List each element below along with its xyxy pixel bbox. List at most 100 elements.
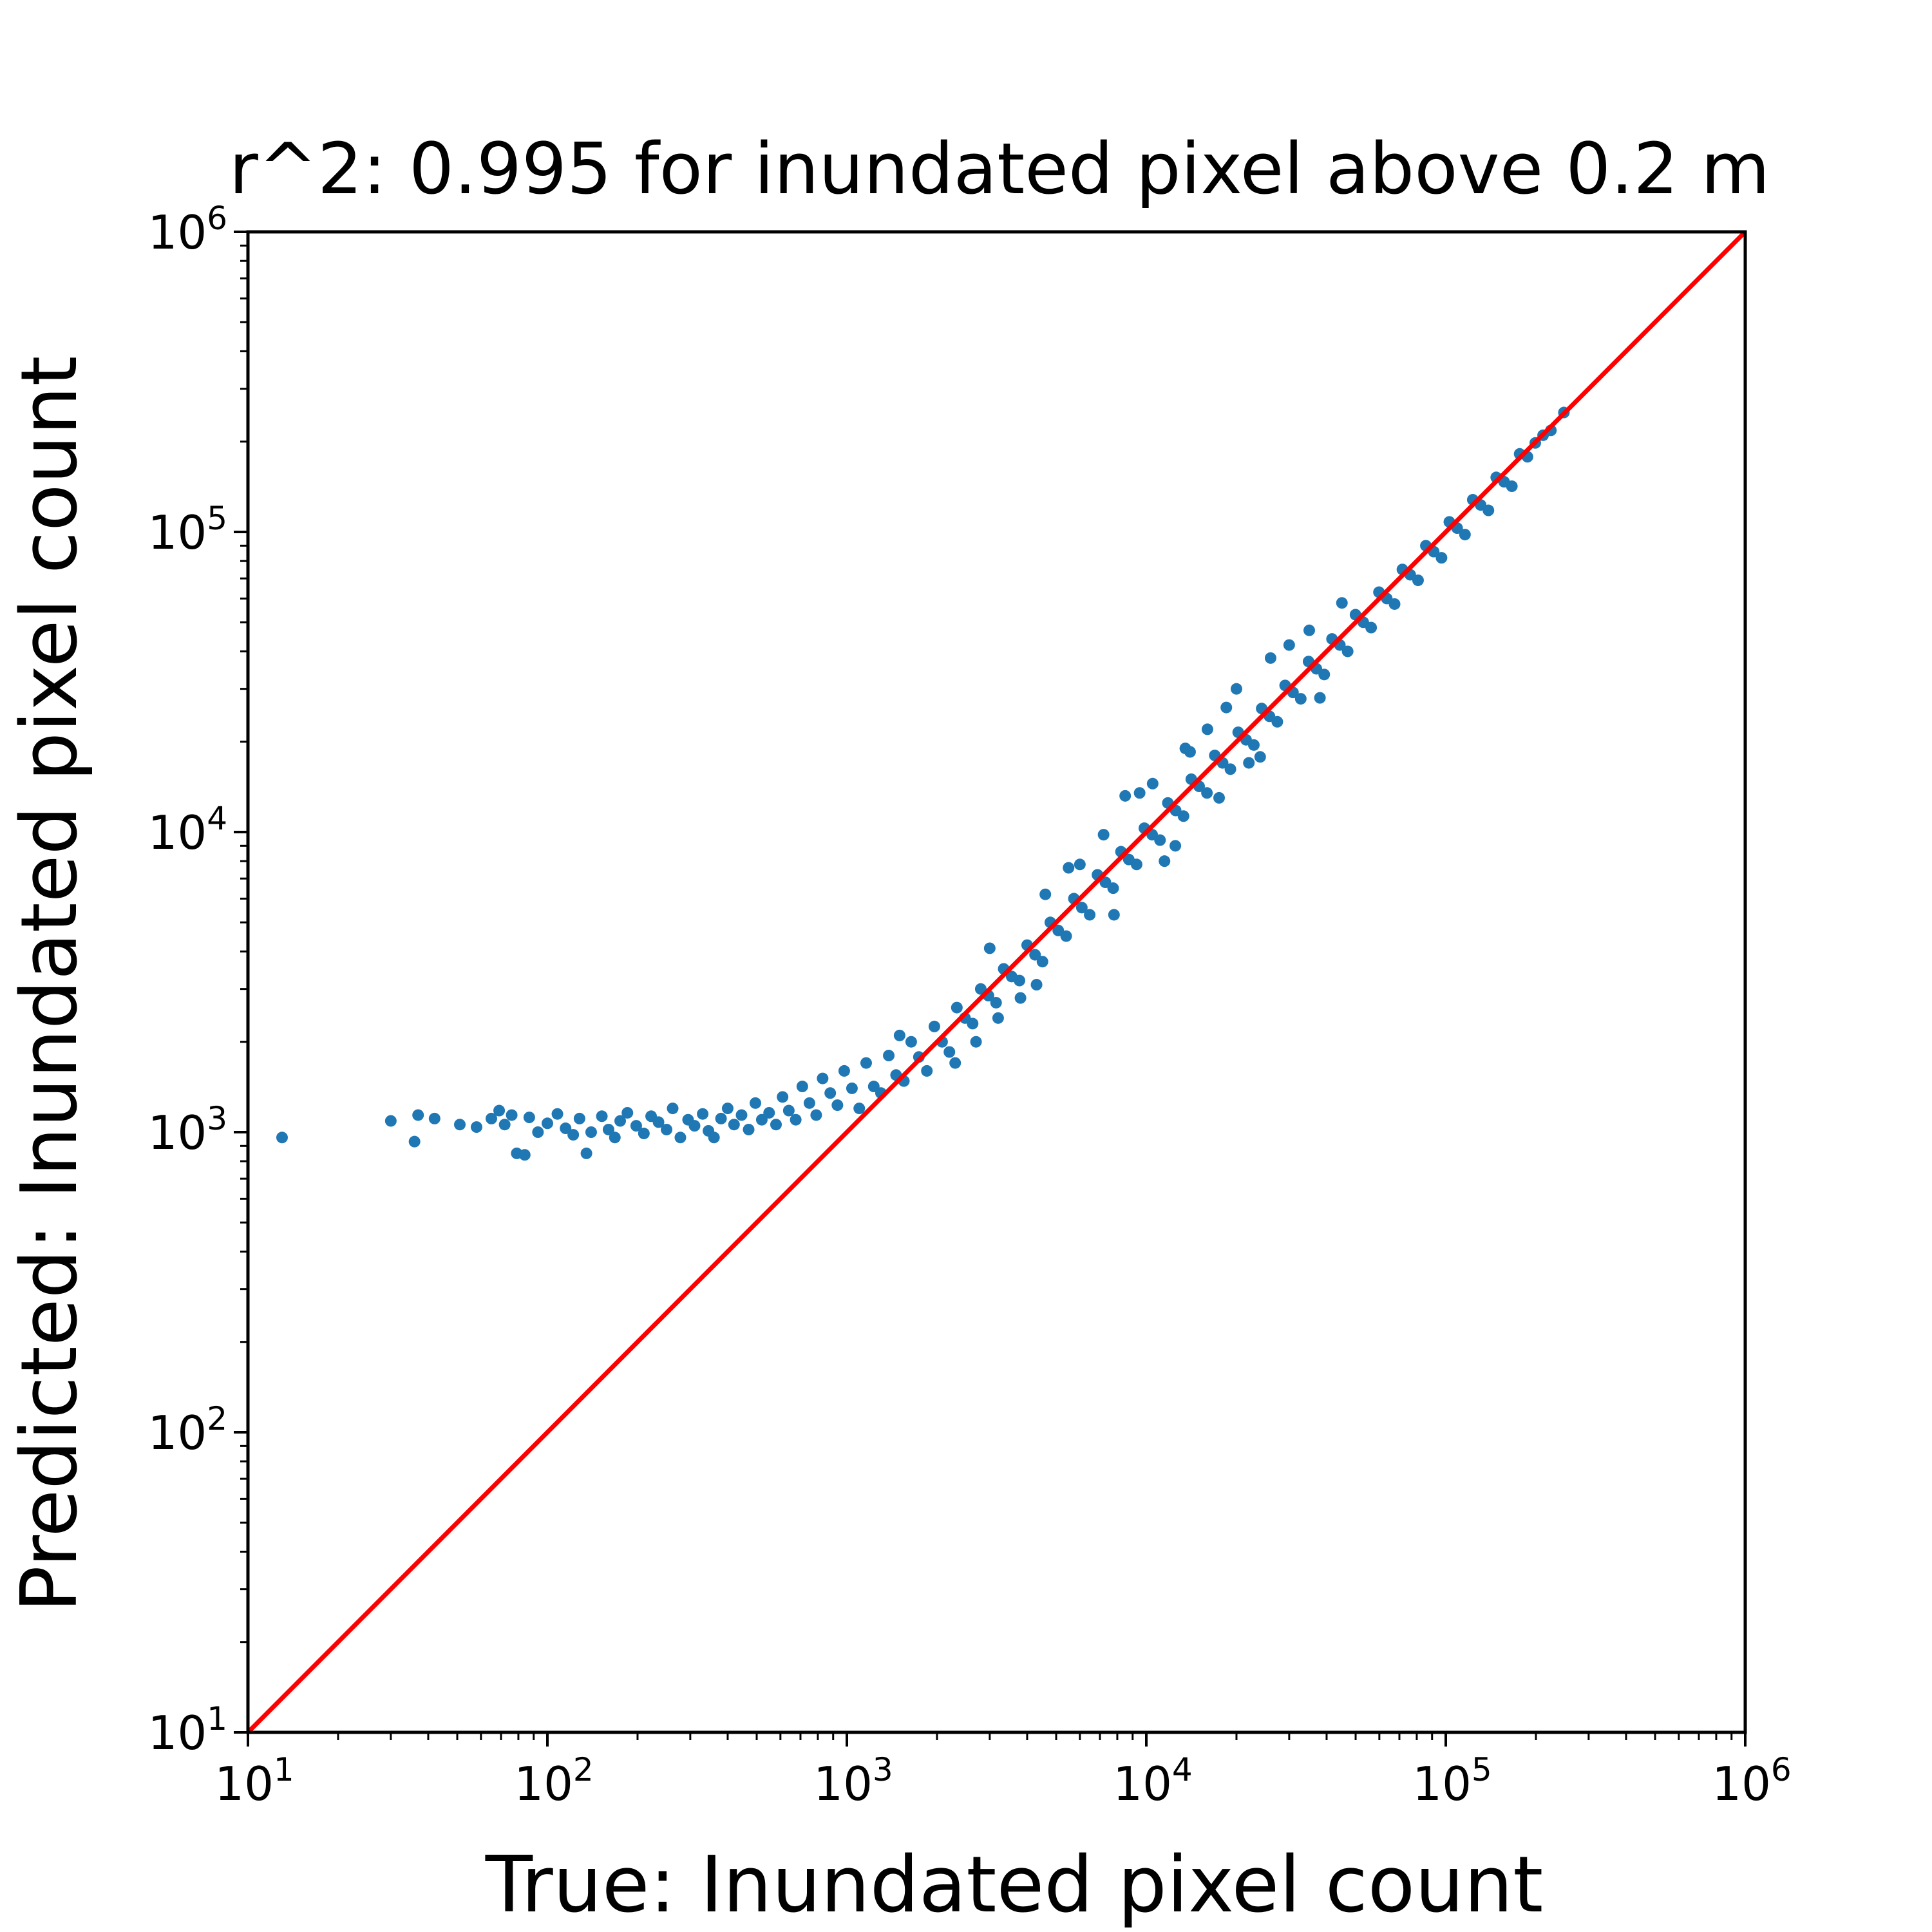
scatter-point: [1220, 701, 1233, 714]
scatter-point: [951, 1001, 963, 1014]
scatter-point: [1177, 810, 1189, 822]
scatter-point: [1159, 855, 1171, 867]
scatter-point: [1130, 858, 1142, 871]
scatter-point: [1230, 683, 1242, 695]
scatter-point: [674, 1132, 687, 1144]
y-tick-label: 102: [148, 1400, 227, 1460]
scatter-point: [846, 1082, 858, 1094]
scatter-point: [708, 1132, 720, 1144]
scatter-point: [428, 1112, 440, 1124]
scatter-point: [990, 996, 1002, 1009]
scatter-point: [630, 1120, 642, 1132]
scatter-point: [1074, 858, 1086, 871]
scatter-point: [1107, 882, 1119, 895]
scatter-point: [621, 1106, 634, 1119]
scatter-point: [1482, 504, 1495, 516]
scatter-point: [1314, 692, 1326, 704]
scatter-point: [551, 1108, 564, 1120]
scatter-point: [602, 1123, 614, 1135]
scatter-point: [735, 1109, 748, 1121]
scatter-point: [1201, 787, 1213, 799]
scatter-point: [1039, 888, 1052, 900]
scatter-point: [853, 1103, 866, 1115]
scatter-point: [893, 1029, 905, 1041]
scatter-point: [498, 1119, 511, 1131]
scatter-point: [1506, 480, 1518, 493]
plot-area: [246, 230, 1747, 1734]
x-axis: 101 102 103 104 105 106: [214, 1732, 1792, 1811]
scatter-point: [1075, 902, 1088, 914]
scatter-point: [652, 1116, 665, 1128]
scatter-point: [928, 1020, 940, 1032]
scatter-point: [1154, 834, 1166, 846]
scatter-point: [1029, 949, 1041, 961]
scatter-point: [715, 1112, 727, 1124]
identity-line: [246, 230, 1747, 1734]
scatter-point: [585, 1126, 597, 1138]
scatter-point: [796, 1081, 808, 1093]
scatter-point: [1063, 862, 1075, 874]
scatter-point: [755, 1113, 768, 1126]
y-axis: 101 102 103 104 105 106: [148, 200, 248, 1760]
scatter-point: [523, 1112, 535, 1124]
y-tick-label: 105: [148, 500, 227, 560]
x-tick-label: 103: [813, 1751, 893, 1811]
scatter-point: [1030, 979, 1043, 991]
chart-title: r^2: 0.995 for inundated pixel above 0.2…: [229, 128, 1770, 210]
scatter-point: [1303, 624, 1315, 636]
scatter-point: [949, 1057, 961, 1069]
scatter-point: [560, 1122, 572, 1135]
x-axis-label: True: Inundated pixel count: [485, 1841, 1544, 1930]
scatter-point: [838, 1065, 850, 1077]
scatter-point: [1243, 757, 1255, 769]
scatter-point: [470, 1121, 482, 1133]
scatter-point: [1247, 739, 1260, 751]
scatter-point: [883, 1050, 895, 1062]
scatter-point: [860, 1057, 872, 1069]
scatter-point: [1201, 723, 1213, 735]
scatter-point: [790, 1113, 802, 1126]
scatter-point: [1146, 777, 1159, 790]
y-tick-label: 106: [148, 200, 227, 260]
scatter-point: [1254, 751, 1266, 763]
scatter-point: [667, 1103, 679, 1115]
scatter-point: [728, 1119, 740, 1131]
x-tick-label: 105: [1412, 1751, 1492, 1811]
scatter-point: [384, 1115, 397, 1127]
x-tick-label: 102: [514, 1751, 593, 1811]
scatter-point: [810, 1109, 822, 1121]
scatter-point: [1060, 930, 1072, 942]
scatter-point: [763, 1106, 775, 1119]
y-tick-label: 101: [148, 1700, 227, 1760]
scatter-point: [817, 1072, 829, 1084]
scatter-point: [1341, 645, 1354, 658]
scatter-point: [1271, 715, 1283, 728]
y-tick-label: 104: [148, 800, 227, 860]
scatter-point: [1224, 763, 1236, 775]
scatter-point: [782, 1104, 795, 1117]
scatter-point: [1283, 639, 1295, 651]
scatter-point: [542, 1117, 553, 1130]
scatter-point: [638, 1128, 650, 1140]
x-tick-label: 104: [1113, 1751, 1192, 1811]
scatter-point: [1179, 743, 1191, 755]
scatter-point: [770, 1119, 782, 1131]
scatter-point: [1435, 552, 1448, 564]
scatter-point: [1119, 790, 1132, 802]
scatter-point: [614, 1115, 627, 1127]
scatter-point: [970, 1036, 982, 1048]
scatter-point: [1036, 956, 1048, 968]
y-tick-label: 103: [148, 1100, 227, 1160]
scatter-point: [1097, 829, 1110, 841]
scatter-point: [1294, 693, 1307, 705]
scatter-point: [276, 1132, 288, 1144]
scatter-point: [777, 1091, 789, 1103]
scatter-point: [493, 1104, 506, 1117]
scatter-point: [580, 1147, 592, 1159]
scatter-point: [1336, 597, 1348, 609]
scatter-point: [1133, 787, 1146, 799]
scatter-point: [1084, 909, 1096, 921]
x-tick-label: 106: [1712, 1751, 1791, 1811]
scatter-point: [967, 1018, 979, 1030]
